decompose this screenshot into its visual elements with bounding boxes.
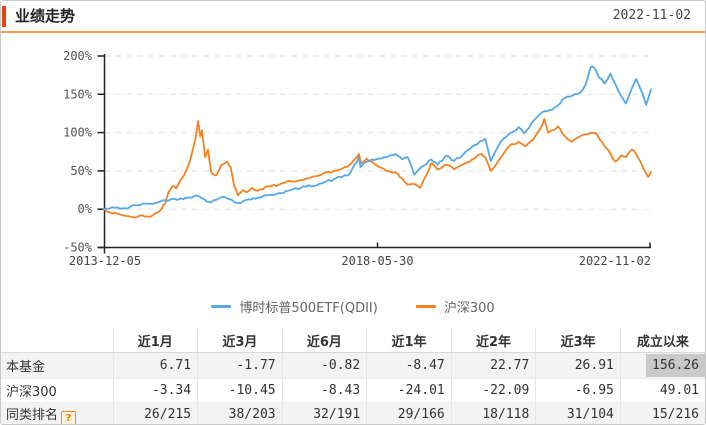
col-header-blank [1,329,113,353]
table-cell[interactable]: 26.91 [535,352,621,379]
table-row-index: 沪深300 -3.34 -10.45 -8.43 -24.01 -22.09 -… [1,378,705,403]
returns-table: 近1月 近3月 近6月 近1年 近2年 近3年 成立以来 本基金 6.71 -1… [1,329,705,424]
table-cell-highlighted[interactable]: 156.26 [619,352,705,379]
row-label-rank: 同类排名? [1,402,113,424]
table-cell[interactable]: -8.47 [366,352,452,379]
legend-item-index[interactable]: 沪深300 [415,297,495,316]
row-label-fund: 本基金 [1,352,113,379]
col-header-1y: 近1年 [366,329,452,353]
table-cell[interactable]: 31/104 [535,402,621,424]
series-line-fund [103,65,652,211]
col-header-1m: 近1月 [112,329,198,353]
y-axis-label: 50% [70,164,92,178]
table-cell[interactable]: 26/215 [112,402,198,424]
y-axis-label: -50% [63,241,93,255]
table-header-row: 近1月 近3月 近6月 近1年 近2年 近3年 成立以来 [1,329,705,353]
legend-label: 沪深300 [443,300,495,316]
row-label-index: 沪深300 [1,378,113,403]
table-cell[interactable]: 6.71 [112,352,198,379]
table-cell[interactable]: 49.01 [619,378,705,403]
legend-swatch [211,304,232,308]
table-cell[interactable]: 29/166 [366,402,452,424]
table-cell[interactable]: 32/191 [281,402,367,424]
legend-swatch [415,304,436,308]
y-axis-label: 100% [63,126,93,140]
table-cell[interactable]: -24.01 [366,378,452,403]
table-cell[interactable]: -22.09 [450,378,536,403]
table-cell[interactable]: 15/216 [619,402,705,424]
x-axis-label: 2013-12-05 [69,254,141,268]
table-row-fund: 本基金 6.71 -1.77 -0.82 -8.47 22.77 26.91 1… [1,352,705,379]
table-cell[interactable]: -8.43 [281,378,367,403]
page-title: 业绩走势 [15,7,76,25]
highlighted-value: 156.26 [646,353,705,377]
title-accent-bar [2,6,6,27]
header-divider [1,31,705,33]
x-axis-label: 2018-05-30 [341,254,413,268]
help-icon[interactable]: ? [61,410,77,424]
col-header-2y: 近2年 [450,329,536,353]
table-cell[interactable]: -1.77 [197,352,283,379]
chart-plot-area[interactable]: 200% 150% 100% 50% 0% -50%2013-12-05 2018-05-3… [1,33,706,291]
y-axis-label: 200% [63,49,93,63]
col-header-since-inception: 成立以来 [619,329,705,353]
table-cell[interactable]: 18/118 [450,402,536,424]
col-header-6m: 近6月 [281,329,367,353]
col-header-3y: 近3年 [535,329,621,353]
y-axis-label: 0% [78,202,93,216]
as-of-date: 2022-11-02 [612,8,691,23]
series-line-index [103,117,652,219]
legend-label: 博时标普500ETF(QDII) [239,300,378,316]
x-axis-label: 2022-11-02 [579,254,651,268]
col-header-3m: 近3月 [197,329,283,353]
table-cell[interactable]: -3.34 [112,378,198,403]
legend-item-fund[interactable]: 博时标普500ETF(QDII) [211,297,378,316]
table-cell[interactable]: 22.77 [450,352,536,379]
table-row-rank: 同类排名? 26/215 38/203 32/191 29/166 18/118… [1,402,705,424]
table-cell[interactable]: 38/203 [197,402,283,424]
table-cell[interactable]: -10.45 [197,378,283,403]
rank-label-text: 同类排名 [6,407,59,423]
panel-header: 业绩走势 2022-11-02 [1,1,705,31]
chart-legend: 博时标普500ETF(QDII) 沪深300 [1,291,705,321]
y-axis-label: 150% [63,87,93,101]
table-cell[interactable]: -0.82 [281,352,367,379]
performance-chart: 200% 150% 100% 50% 0% -50% 2013-12-05 2018-05-3… [1,33,705,329]
table-cell[interactable]: -6.95 [535,378,621,403]
